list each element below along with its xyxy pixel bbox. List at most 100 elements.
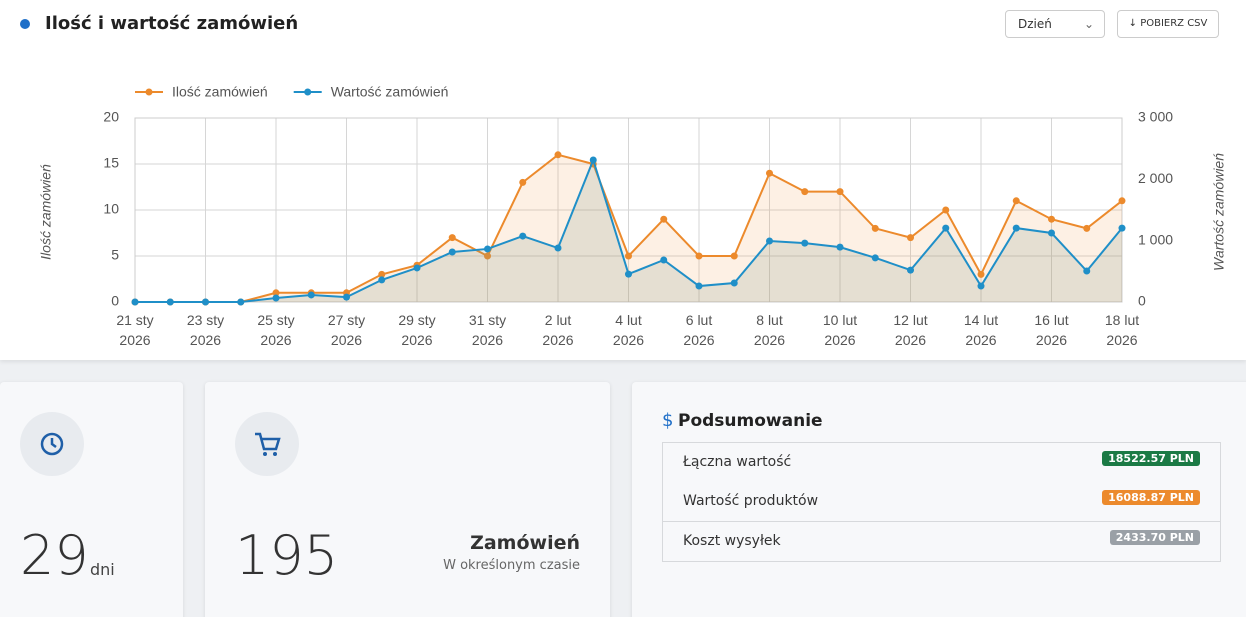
dollar-icon: $: [662, 410, 674, 431]
x-tick-label: 29 sty 2026: [398, 312, 436, 348]
point: [343, 293, 350, 301]
chart-title: Ilość i wartość zamówień: [45, 13, 299, 34]
point: [237, 298, 245, 306]
legend-dot: [145, 88, 153, 96]
point: [1083, 224, 1091, 232]
orders-card: 195 Zamówień W określonym czasie: [205, 382, 610, 617]
point: [378, 276, 386, 284]
days-unit: dni: [90, 560, 115, 579]
download-button[interactable]: ↓ POBIERZ CSV: [1117, 10, 1219, 38]
period-select[interactable]: Dzień ⌄: [1005, 10, 1105, 38]
summary-card: $ Podsumowanie Łączna wartość 18522.57 PL…: [632, 382, 1246, 617]
chart: Ilość zamówień Wartość zamówień 0 5 10 15 20…: [38, 84, 1227, 309]
summary-title: Podsumowanie: [678, 411, 823, 431]
point: [1012, 197, 1020, 205]
point: [942, 206, 950, 214]
summary-row: Koszt wysyłek 2433.70 PLN: [662, 522, 1221, 562]
y-tick-label: 10: [103, 201, 119, 217]
legend-label: Wartość zamówień: [331, 84, 449, 100]
days-card: 29 dni: [0, 382, 183, 617]
point: [801, 239, 809, 247]
point: [625, 252, 632, 260]
y-tick-label: 15: [103, 155, 119, 171]
period-text: Dzień: [1018, 17, 1052, 31]
point: [589, 156, 597, 164]
point: [307, 291, 315, 299]
y-axis-title: Ilość zamówień: [38, 164, 54, 260]
point: [554, 151, 562, 159]
x-tick-label: 12 lut 2026: [893, 312, 928, 348]
point: [907, 266, 914, 274]
x-tick-label: 10 lut 2026: [822, 312, 858, 348]
point: [378, 270, 386, 278]
point: [131, 298, 139, 306]
y2-tick-label: 2 000: [1138, 170, 1173, 186]
x-tick-label: 14 lut 2026: [963, 312, 999, 348]
y2-tick-label: 3 000: [1138, 109, 1173, 125]
point: [836, 188, 844, 196]
days-value: 29: [20, 524, 89, 587]
point: [1083, 267, 1091, 275]
point: [1048, 229, 1055, 237]
point: [695, 252, 703, 260]
summary-badge: 16088.87 PLN: [1102, 490, 1200, 505]
summary-row: Wartość produktów 16088.87 PLN: [662, 482, 1221, 522]
x-tick-label: 2 lut 2026: [542, 312, 574, 348]
x-tick-label: 23 sty 2026: [186, 312, 225, 348]
y-tick-label: 0: [111, 293, 119, 309]
point: [766, 169, 773, 177]
legend-label: Ilość zamówień: [172, 84, 268, 100]
point: [625, 270, 632, 278]
y2-tick-label: 0: [1138, 293, 1146, 309]
summary-badge: 2433.70 PLN: [1109, 530, 1200, 545]
point: [1118, 224, 1126, 232]
point: [519, 232, 527, 240]
y-tick-label: 5: [111, 247, 119, 263]
point: [871, 254, 879, 262]
point: [519, 178, 527, 186]
area: [135, 154, 1122, 302]
plot-border: [134, 117, 1123, 303]
x-tick-label: 8 lut 2026: [753, 312, 786, 348]
legend-dot: [304, 88, 312, 96]
point: [272, 289, 280, 297]
summary-row: Łączna wartość 18522.57 PLN: [662, 442, 1221, 483]
point: [977, 270, 985, 278]
cart-icon: [235, 412, 299, 476]
title-dot: [20, 19, 30, 29]
point: [448, 234, 456, 242]
clock-icon: [20, 412, 84, 476]
point: [730, 279, 738, 287]
point: [766, 237, 773, 245]
point: [554, 244, 562, 252]
point: [484, 245, 491, 253]
point: [977, 282, 985, 290]
download-text: POBIERZ CSV: [1140, 18, 1208, 29]
summary-label: Wartość produktów: [683, 493, 819, 509]
summary-label: Koszt wysyłek: [683, 533, 781, 549]
point: [695, 282, 703, 290]
orders-sublabel: W określonym czasie: [443, 558, 580, 573]
point: [166, 298, 174, 306]
point: [660, 215, 668, 223]
y2-axis-title: Wartość zamówień: [1211, 153, 1227, 271]
x-tick-label: 6 lut 2026: [683, 312, 715, 348]
orders-value: 195: [235, 524, 339, 587]
orders-label: Zamówień: [470, 532, 580, 554]
point: [836, 243, 844, 251]
point: [272, 294, 280, 302]
x-tick-label: 27 sty 2026: [327, 312, 366, 348]
point: [1012, 224, 1020, 232]
point: [801, 188, 809, 196]
area: [135, 160, 1122, 302]
point: [942, 224, 950, 232]
point: [448, 248, 456, 256]
summary-label: Łączna wartość: [683, 454, 792, 470]
y-tick-label: 20: [103, 109, 119, 125]
x-tick-label: 21 sty 2026: [116, 312, 154, 348]
x-tick-label: 18 lut 2026: [1104, 312, 1140, 348]
point: [1118, 197, 1126, 205]
x-tick-label: 31 sty 2026: [468, 312, 507, 348]
point: [484, 252, 491, 260]
